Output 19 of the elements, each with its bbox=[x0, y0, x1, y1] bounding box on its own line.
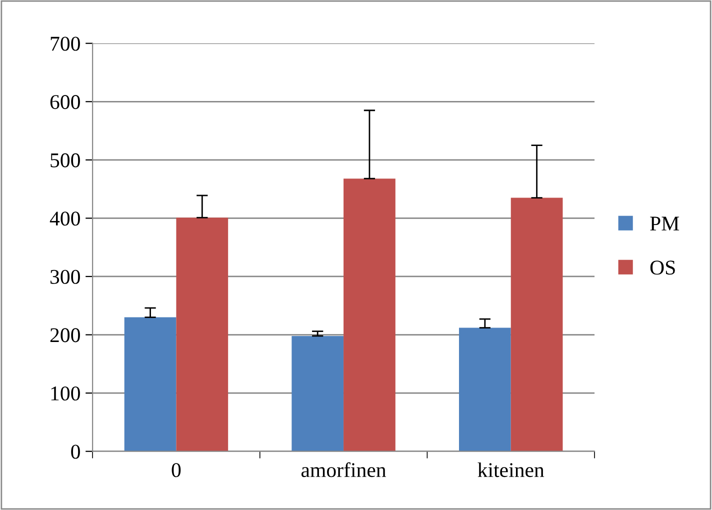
y-tick-label: 700 bbox=[50, 36, 80, 51]
y-tick-label: 100 bbox=[51, 386, 80, 400]
x-tick-label: amorfinen bbox=[301, 462, 386, 478]
x-tick-label: 0 bbox=[172, 463, 181, 478]
legend-label: OS bbox=[650, 260, 675, 275]
bar bbox=[124, 317, 176, 452]
y-tick-label: 500 bbox=[50, 153, 80, 168]
y-tick-label: 0 bbox=[71, 444, 80, 459]
bar bbox=[510, 198, 563, 452]
legend-label: PM bbox=[650, 216, 680, 230]
bar bbox=[344, 178, 396, 452]
y-tick-label: 300 bbox=[50, 270, 80, 284]
x-tick-label: kiteinen bbox=[478, 462, 544, 478]
y-tick-label: 200 bbox=[50, 328, 80, 342]
y-tick-label: 600 bbox=[50, 95, 80, 110]
bar bbox=[458, 328, 511, 452]
bar bbox=[176, 218, 228, 452]
bar bbox=[292, 336, 344, 452]
y-tick-label: 400 bbox=[50, 212, 80, 226]
